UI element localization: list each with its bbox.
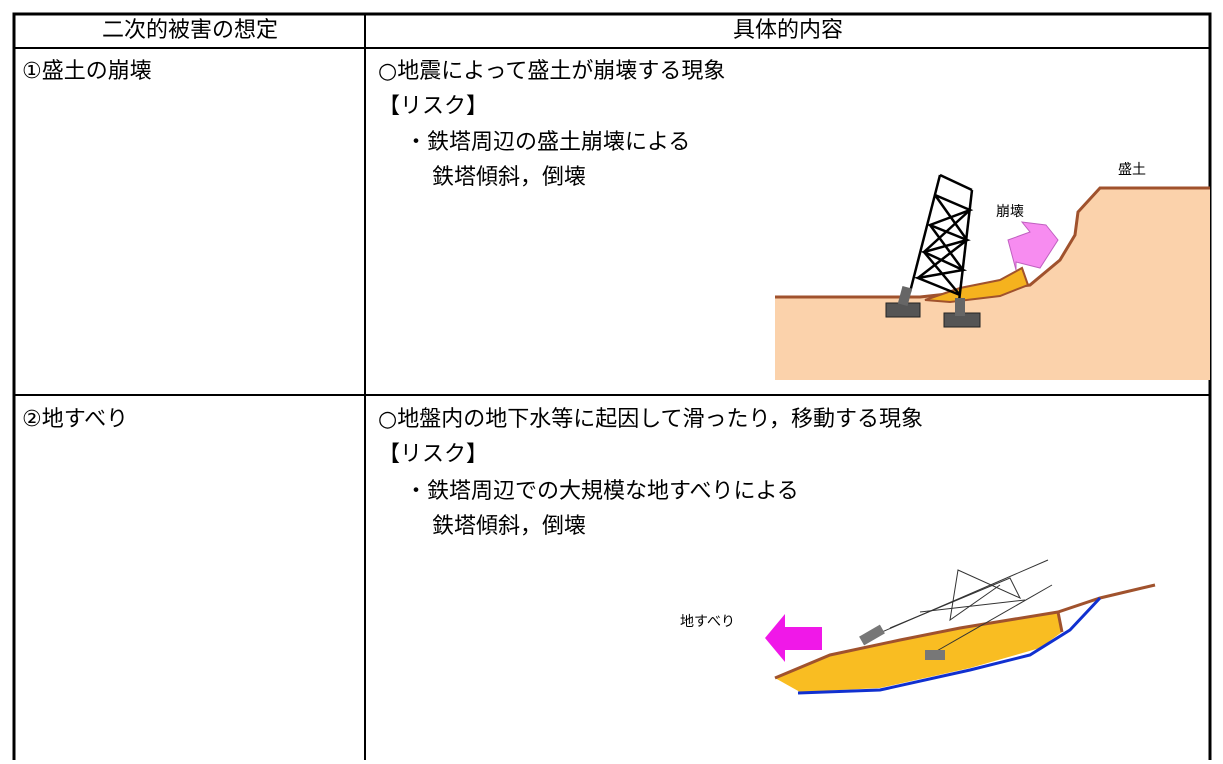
figure-label: 地すべり xyxy=(680,614,735,630)
header-cell: 具体的内容 xyxy=(733,18,843,43)
content-line: 鉄塔傾斜，倒壊 xyxy=(432,514,586,539)
header-cell: 二次的被害の想定 xyxy=(102,18,278,43)
row-title: ②地すべり xyxy=(22,407,128,432)
figure-label: 盛土 xyxy=(1118,162,1146,178)
table-frame xyxy=(12,12,1212,764)
content-line: 鉄塔傾斜，倒壊 xyxy=(432,165,586,190)
content-line: 【リスク】 xyxy=(378,94,488,119)
figure-label: 崩壊 xyxy=(996,204,1024,220)
content-line: ○地盤内の地下水等に起因して滑ったり，移動する現象 xyxy=(378,407,923,432)
embankment-figure: 盛土 崩壊 xyxy=(775,162,1210,380)
content-line: ・鉄塔周辺の盛土崩壊による xyxy=(405,130,690,155)
content-line: ・鉄塔周辺での大規模な地すべりによる xyxy=(405,479,799,504)
content-line: ○地震によって盛土が崩壊する現象 xyxy=(378,59,725,84)
landslide-figure: 地すべり xyxy=(680,559,1156,695)
row-title: ①盛土の崩壊 xyxy=(22,59,152,84)
content-line: 【リスク】 xyxy=(378,442,488,467)
